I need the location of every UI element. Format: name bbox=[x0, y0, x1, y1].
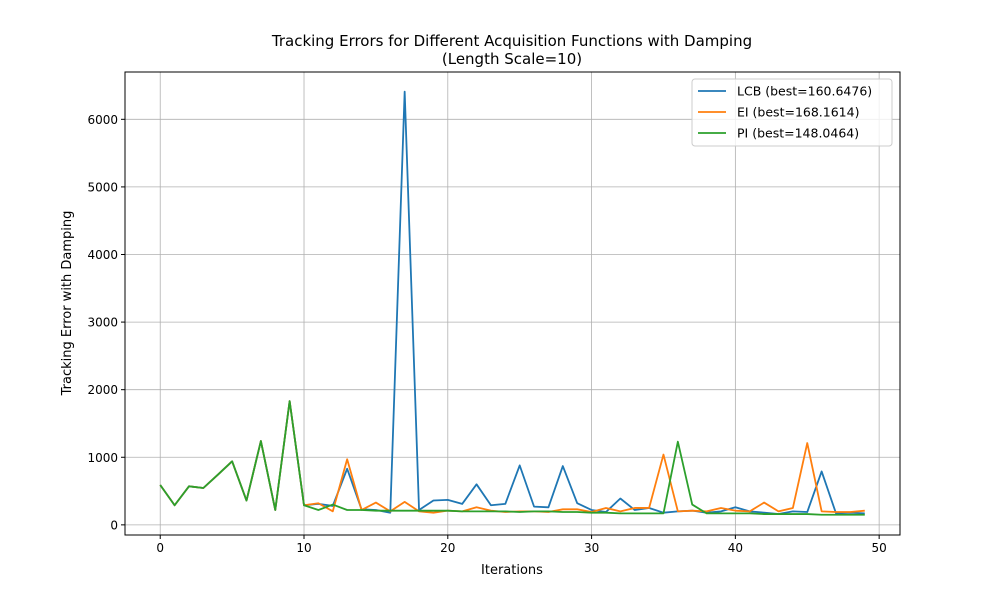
x-tick-label: 30 bbox=[584, 541, 599, 555]
y-tick-label: 0 bbox=[110, 518, 118, 532]
chart-subtitle: (Length Scale=10) bbox=[442, 50, 582, 68]
y-tick-label: 2000 bbox=[87, 383, 118, 397]
x-tick-label: 0 bbox=[156, 541, 164, 555]
legend-label-1: EI (best=168.1614) bbox=[737, 105, 859, 120]
legend-box bbox=[691, 78, 893, 147]
x-tick-label: 10 bbox=[296, 541, 311, 555]
y-axis-label: Tracking Error with Damping bbox=[60, 211, 75, 397]
x-tick-label: 40 bbox=[728, 541, 743, 555]
y-tick-label: 3000 bbox=[87, 316, 118, 330]
legend-label-0: LCB (best=160.6476) bbox=[737, 84, 872, 99]
legend: LCB (best=160.6476) EI (best=168.1614) PI … bbox=[691, 78, 893, 147]
series-line-2 bbox=[159, 400, 865, 516]
series-line-0 bbox=[159, 90, 865, 515]
chart-title: Tracking Errors for Different Acquisitio… bbox=[271, 32, 752, 50]
legend-label-2: PI (best=148.0464) bbox=[737, 126, 859, 141]
x-tick-label: 50 bbox=[872, 541, 887, 555]
x-axis-label: Iterations bbox=[481, 563, 543, 578]
y-tick-label: 5000 bbox=[87, 180, 118, 194]
y-axis-ticks: 0 1000 2000 3000 4000 5000 6000 bbox=[87, 113, 125, 532]
y-tick-label: 6000 bbox=[87, 113, 118, 127]
series-group bbox=[159, 90, 865, 516]
y-tick-label: 1000 bbox=[87, 451, 118, 465]
x-axis-ticks: 0 10 20 30 40 50 bbox=[156, 535, 887, 555]
plot-frame bbox=[124, 71, 901, 536]
x-tick-label: 20 bbox=[440, 541, 455, 555]
y-tick-label: 4000 bbox=[87, 248, 118, 262]
